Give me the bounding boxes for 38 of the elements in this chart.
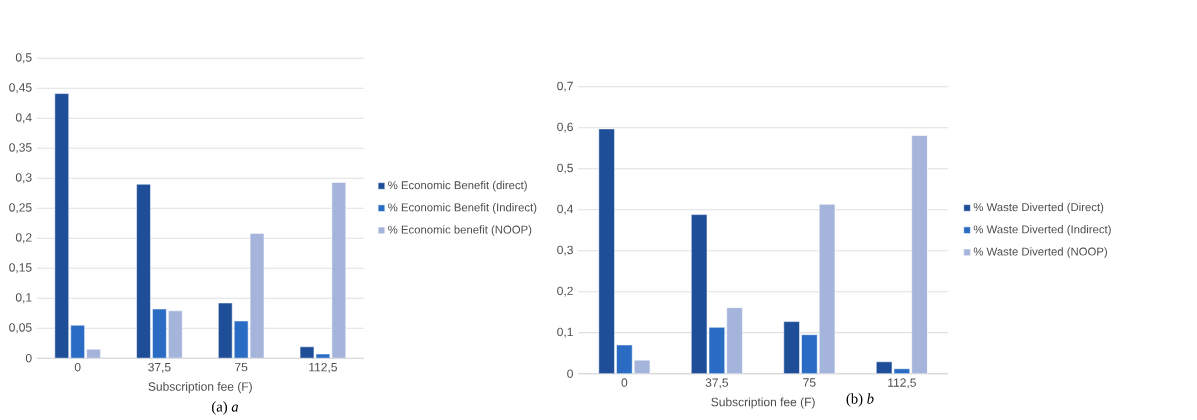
x-tick-label: 37,5	[148, 362, 171, 373]
legend-label: % Waste Diverted (Direct)	[973, 202, 1104, 214]
x-tick-label: 0	[621, 378, 628, 387]
y-tick-label: 0,2	[557, 286, 573, 297]
legend-label: % Waste Diverted (NOOP)	[973, 247, 1107, 258]
y-tick-label: 0,7	[557, 81, 573, 92]
y-tick-label: 0	[25, 353, 32, 363]
x-tick-label: 75	[235, 362, 248, 372]
y-tick-label: 0,2	[15, 233, 32, 244]
bar	[911, 135, 928, 374]
y-tick-label: 0,45	[9, 83, 32, 94]
y-tick-label: 0,1	[15, 293, 32, 304]
y-tick-label: 0,35	[9, 143, 32, 154]
x-tick-label: 37,5	[705, 378, 729, 389]
y-tick-label: 0,1	[557, 327, 573, 338]
x-tick-label: 0	[74, 362, 81, 372]
text: (b) b	[846, 393, 874, 407]
y-tick-label: 0,15	[9, 263, 32, 274]
x-tick-label: 112,5	[309, 362, 337, 373]
y-tick-label: 0,05	[9, 323, 32, 334]
x-tick-label: 75	[803, 378, 816, 387]
legend-label: % Economic Benefit (direct)	[388, 180, 527, 192]
y-tick-label: 0,4	[15, 113, 32, 124]
x-axis-title: Subscription fee (F)	[148, 381, 252, 394]
x-axis-title: Subscription fee (F)	[711, 397, 815, 409]
y-tick-label: 0,5	[15, 53, 32, 64]
y-tick-label: 0,6	[557, 122, 573, 133]
bar	[726, 307, 743, 374]
legend-label: % Waste Diverted (Indirect)	[973, 225, 1111, 236]
legend-label: % Economic benefit (NOOP)	[388, 225, 532, 236]
y-tick-label: 0,3	[557, 245, 573, 256]
y-tick-label: 0,4	[557, 204, 574, 215]
y-tick-label: 0,5	[557, 163, 573, 174]
x-tick-label: 112,5	[888, 378, 916, 389]
y-tick-label: 0,25	[9, 203, 32, 214]
text: (a) a	[212, 401, 239, 415]
legend-label: % Economic Benefit (Indirect)	[388, 203, 537, 214]
y-tick-label: 0,3	[15, 173, 32, 184]
